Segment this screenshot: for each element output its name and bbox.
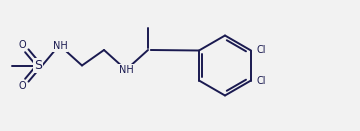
Text: O: O bbox=[18, 81, 26, 91]
Text: Cl: Cl bbox=[256, 45, 266, 55]
Text: O: O bbox=[18, 40, 26, 50]
Text: NH: NH bbox=[53, 41, 67, 51]
Text: NH: NH bbox=[119, 65, 133, 75]
Text: S: S bbox=[34, 59, 42, 72]
Text: Cl: Cl bbox=[256, 76, 266, 86]
